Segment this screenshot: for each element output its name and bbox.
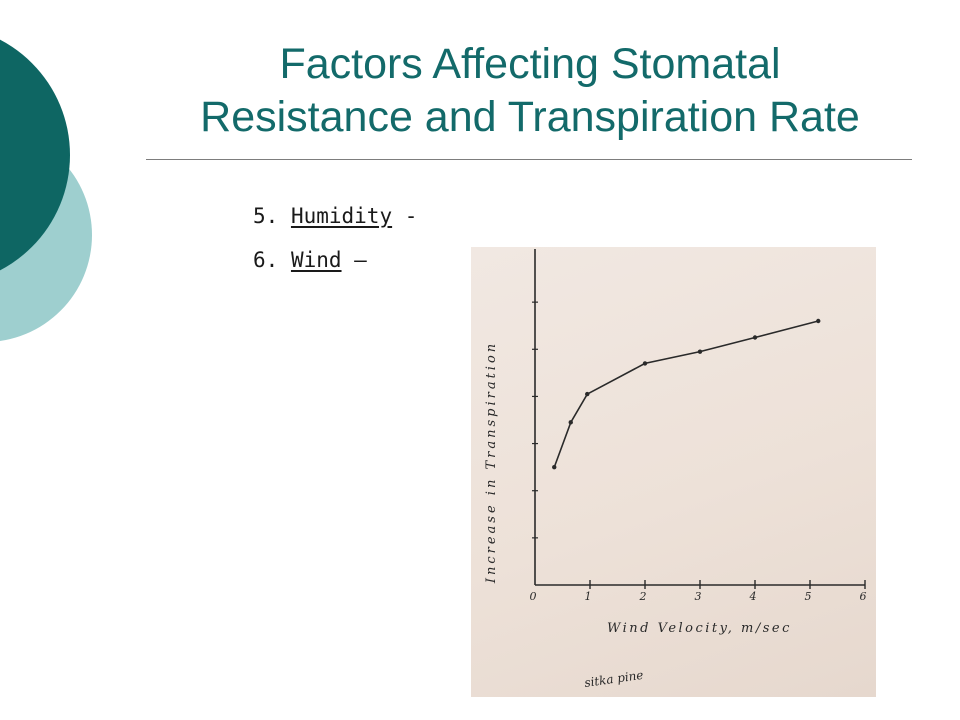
decorative-circles bbox=[0, 39, 92, 341]
series-points bbox=[552, 318, 821, 470]
title-divider bbox=[146, 159, 912, 160]
wind-transpiration-chart: 0 1 2 3 4 5 6 Increase in Transpiration Wind V… bbox=[484, 249, 867, 690]
x-tick-labels: 0 1 2 3 4 5 6 bbox=[530, 590, 867, 603]
title-line-2: Resistance and Transpiration Rate bbox=[200, 93, 860, 141]
data-point-0 bbox=[552, 464, 557, 470]
x-axis-label: Wind Velocity, m/sec bbox=[607, 621, 792, 636]
x-tick-label-4: 4 bbox=[749, 590, 757, 603]
bullet-list: 5. Humidity - 6. Wind – bbox=[253, 199, 417, 287]
x-tick-label-5: 5 bbox=[805, 590, 812, 603]
slide-title: Factors Affecting Stomatal Resistance an… bbox=[140, 38, 920, 144]
series-line bbox=[553, 320, 819, 468]
bullet-item-humidity: 5. Humidity - bbox=[253, 199, 417, 243]
data-point-5 bbox=[752, 335, 758, 340]
x-tick-label-2: 2 bbox=[639, 590, 647, 603]
deco-circle-dark bbox=[0, 39, 70, 271]
bullet-term-wind: Wind bbox=[290, 248, 342, 272]
data-point-6 bbox=[816, 318, 821, 324]
bullet-suffix: - bbox=[392, 204, 418, 228]
bullet-suffix: – bbox=[341, 248, 367, 272]
x-tick-label-6: 6 bbox=[860, 590, 867, 603]
x-tick-label-1: 1 bbox=[585, 590, 592, 603]
data-point-2 bbox=[585, 391, 590, 397]
bullet-number: 6. bbox=[253, 248, 279, 272]
data-point-1 bbox=[568, 420, 573, 425]
chart-annotation: sitka pine bbox=[583, 668, 644, 690]
title-line-1: Factors Affecting Stomatal bbox=[279, 40, 781, 88]
y-axis-label: Increase in Transpiration bbox=[484, 341, 499, 584]
x-tick-marks bbox=[589, 580, 866, 589]
x-tick-label-0: 0 bbox=[530, 590, 537, 603]
bullet-term-humidity: Humidity bbox=[290, 204, 393, 228]
data-point-4 bbox=[697, 349, 703, 354]
bullet-number: 5. bbox=[253, 204, 279, 228]
graph-photo: 0 1 2 3 4 5 6 Increase in Transpiration Wind V… bbox=[471, 247, 876, 697]
x-tick-label-3: 3 bbox=[695, 590, 702, 603]
bullet-item-wind: 6. Wind – bbox=[253, 243, 417, 287]
data-point-3 bbox=[642, 361, 648, 366]
